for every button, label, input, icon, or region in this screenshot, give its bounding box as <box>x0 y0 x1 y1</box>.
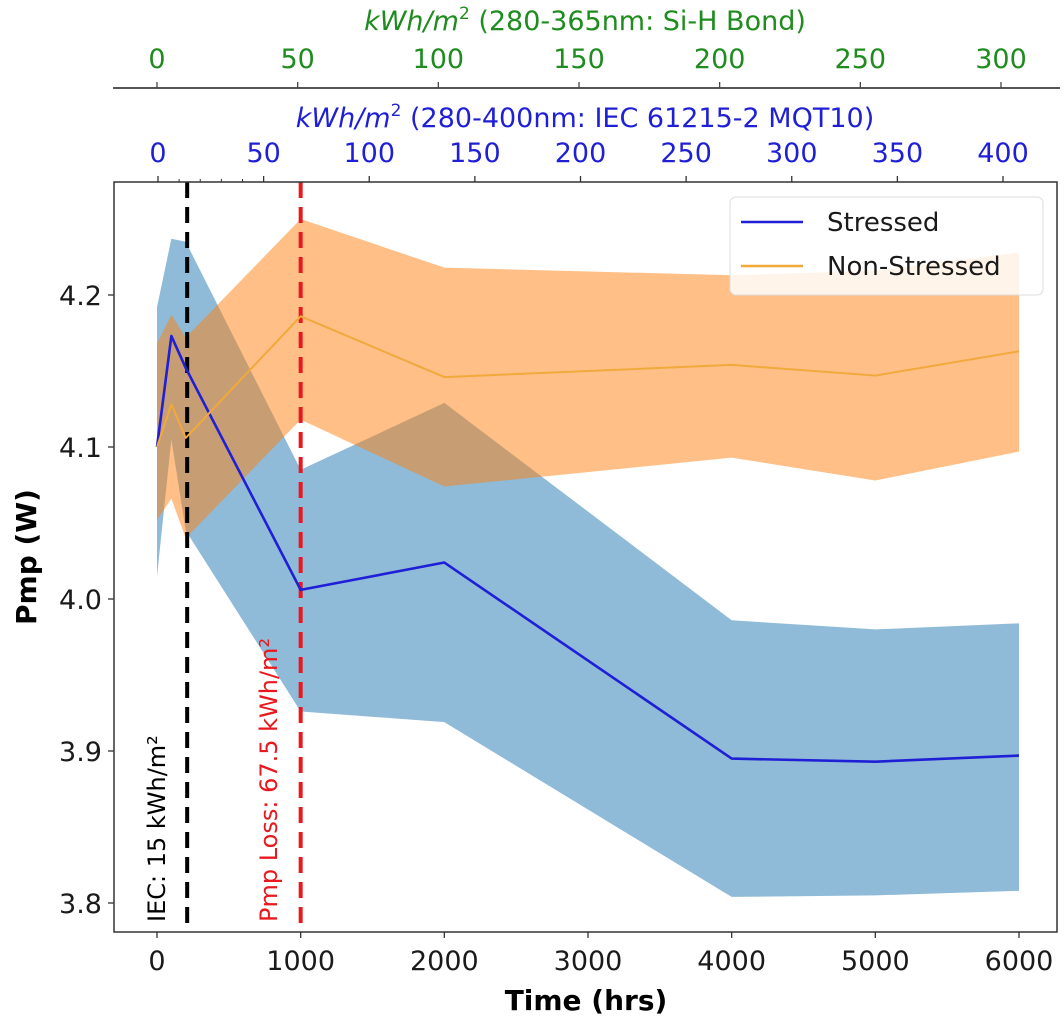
blue-axis-tick-label: 350 <box>872 138 924 169</box>
green-axis-tick-label: 150 <box>553 44 605 75</box>
blue-axis-tick-label: 400 <box>977 138 1029 169</box>
x-tick-label: 3000 <box>554 946 623 977</box>
series-lines <box>155 315 1020 763</box>
blue-axis-tick-label: 50 <box>246 138 280 169</box>
pmp-loss-label: Pmp Loss: 67.5 kWh/m² <box>255 638 283 922</box>
blue-axis-title: kWh/m2 (280-400nm: IEC 61215-2 MQT10) <box>296 101 874 134</box>
x-axis-title: Time (hrs) <box>505 984 668 1017</box>
y-tick-label: 4.1 <box>59 433 102 464</box>
line-stressed <box>155 334 1020 763</box>
green-axis-title: kWh/m2 (280-365nm: Si-H Bond) <box>364 4 806 37</box>
green-axis-tick-label: 0 <box>148 44 165 75</box>
blue-axis-tick-label: 150 <box>449 138 501 169</box>
x-tick-label: 4000 <box>697 946 766 977</box>
axes: 0 1000 2000 3000 4000 5000 60003.83.94.04.14.2… <box>59 44 1060 977</box>
y-tick-label: 3.9 <box>59 737 102 768</box>
reference-lines: IEC: 15 kWh/m² Pmp Loss: 67.5 kWh/m² <box>143 182 303 932</box>
green-axis-title-sup: 2 <box>459 4 470 24</box>
blue-axis-tick-label: 250 <box>660 138 712 169</box>
band-stressed <box>157 238 1019 897</box>
green-axis-title-unit: kWh/m <box>364 6 459 37</box>
x-tick-label: 0 <box>148 946 165 977</box>
blue-axis-tick-label: 200 <box>555 138 607 169</box>
legend-label-stressed: Stressed <box>827 208 939 238</box>
green-axis-tick-label: 250 <box>835 44 887 75</box>
iec-threshold-label: IEC: 15 kWh/m² <box>143 735 171 922</box>
blue-axis-title-sup: 2 <box>391 101 402 121</box>
y-axis-title: Pmp (W) <box>10 489 43 625</box>
blue-axis-tick-label: 100 <box>343 138 395 169</box>
x-tick-label: 2000 <box>410 946 479 977</box>
y-tick-label: 4.0 <box>59 585 102 616</box>
green-axis-tick-label: 100 <box>413 44 465 75</box>
confidence-bands <box>157 219 1019 897</box>
plot-frame <box>113 181 1058 933</box>
x-tick-label: 5000 <box>841 946 910 977</box>
green-axis-tick-label: 50 <box>280 44 314 75</box>
x-tick-label: 6000 <box>985 946 1054 977</box>
legend-label-non-stressed: Non-Stressed <box>827 252 1001 282</box>
blue-axis-title-unit: kWh/m <box>296 103 391 134</box>
band-non-stressed <box>157 219 1019 539</box>
legend: Stressed Non-Stressed <box>729 196 1044 296</box>
line-non-stressed <box>156 315 1020 448</box>
y-tick-label: 3.8 <box>59 889 102 920</box>
blue-axis-tick-label: 0 <box>149 138 166 169</box>
x-tick-label: 1000 <box>266 946 335 977</box>
y-tick-label: 4.2 <box>59 281 102 312</box>
blue-axis-title-text: (280-400nm: IEC 61215-2 MQT10) <box>401 103 874 134</box>
legend-box <box>729 196 1044 296</box>
green-axis-tick-label: 300 <box>975 44 1027 75</box>
green-axis-title-text: (280-365nm: Si-H Bond) <box>470 6 806 37</box>
blue-axis-tick-label: 300 <box>766 138 818 169</box>
green-axis-tick-label: 200 <box>694 44 746 75</box>
